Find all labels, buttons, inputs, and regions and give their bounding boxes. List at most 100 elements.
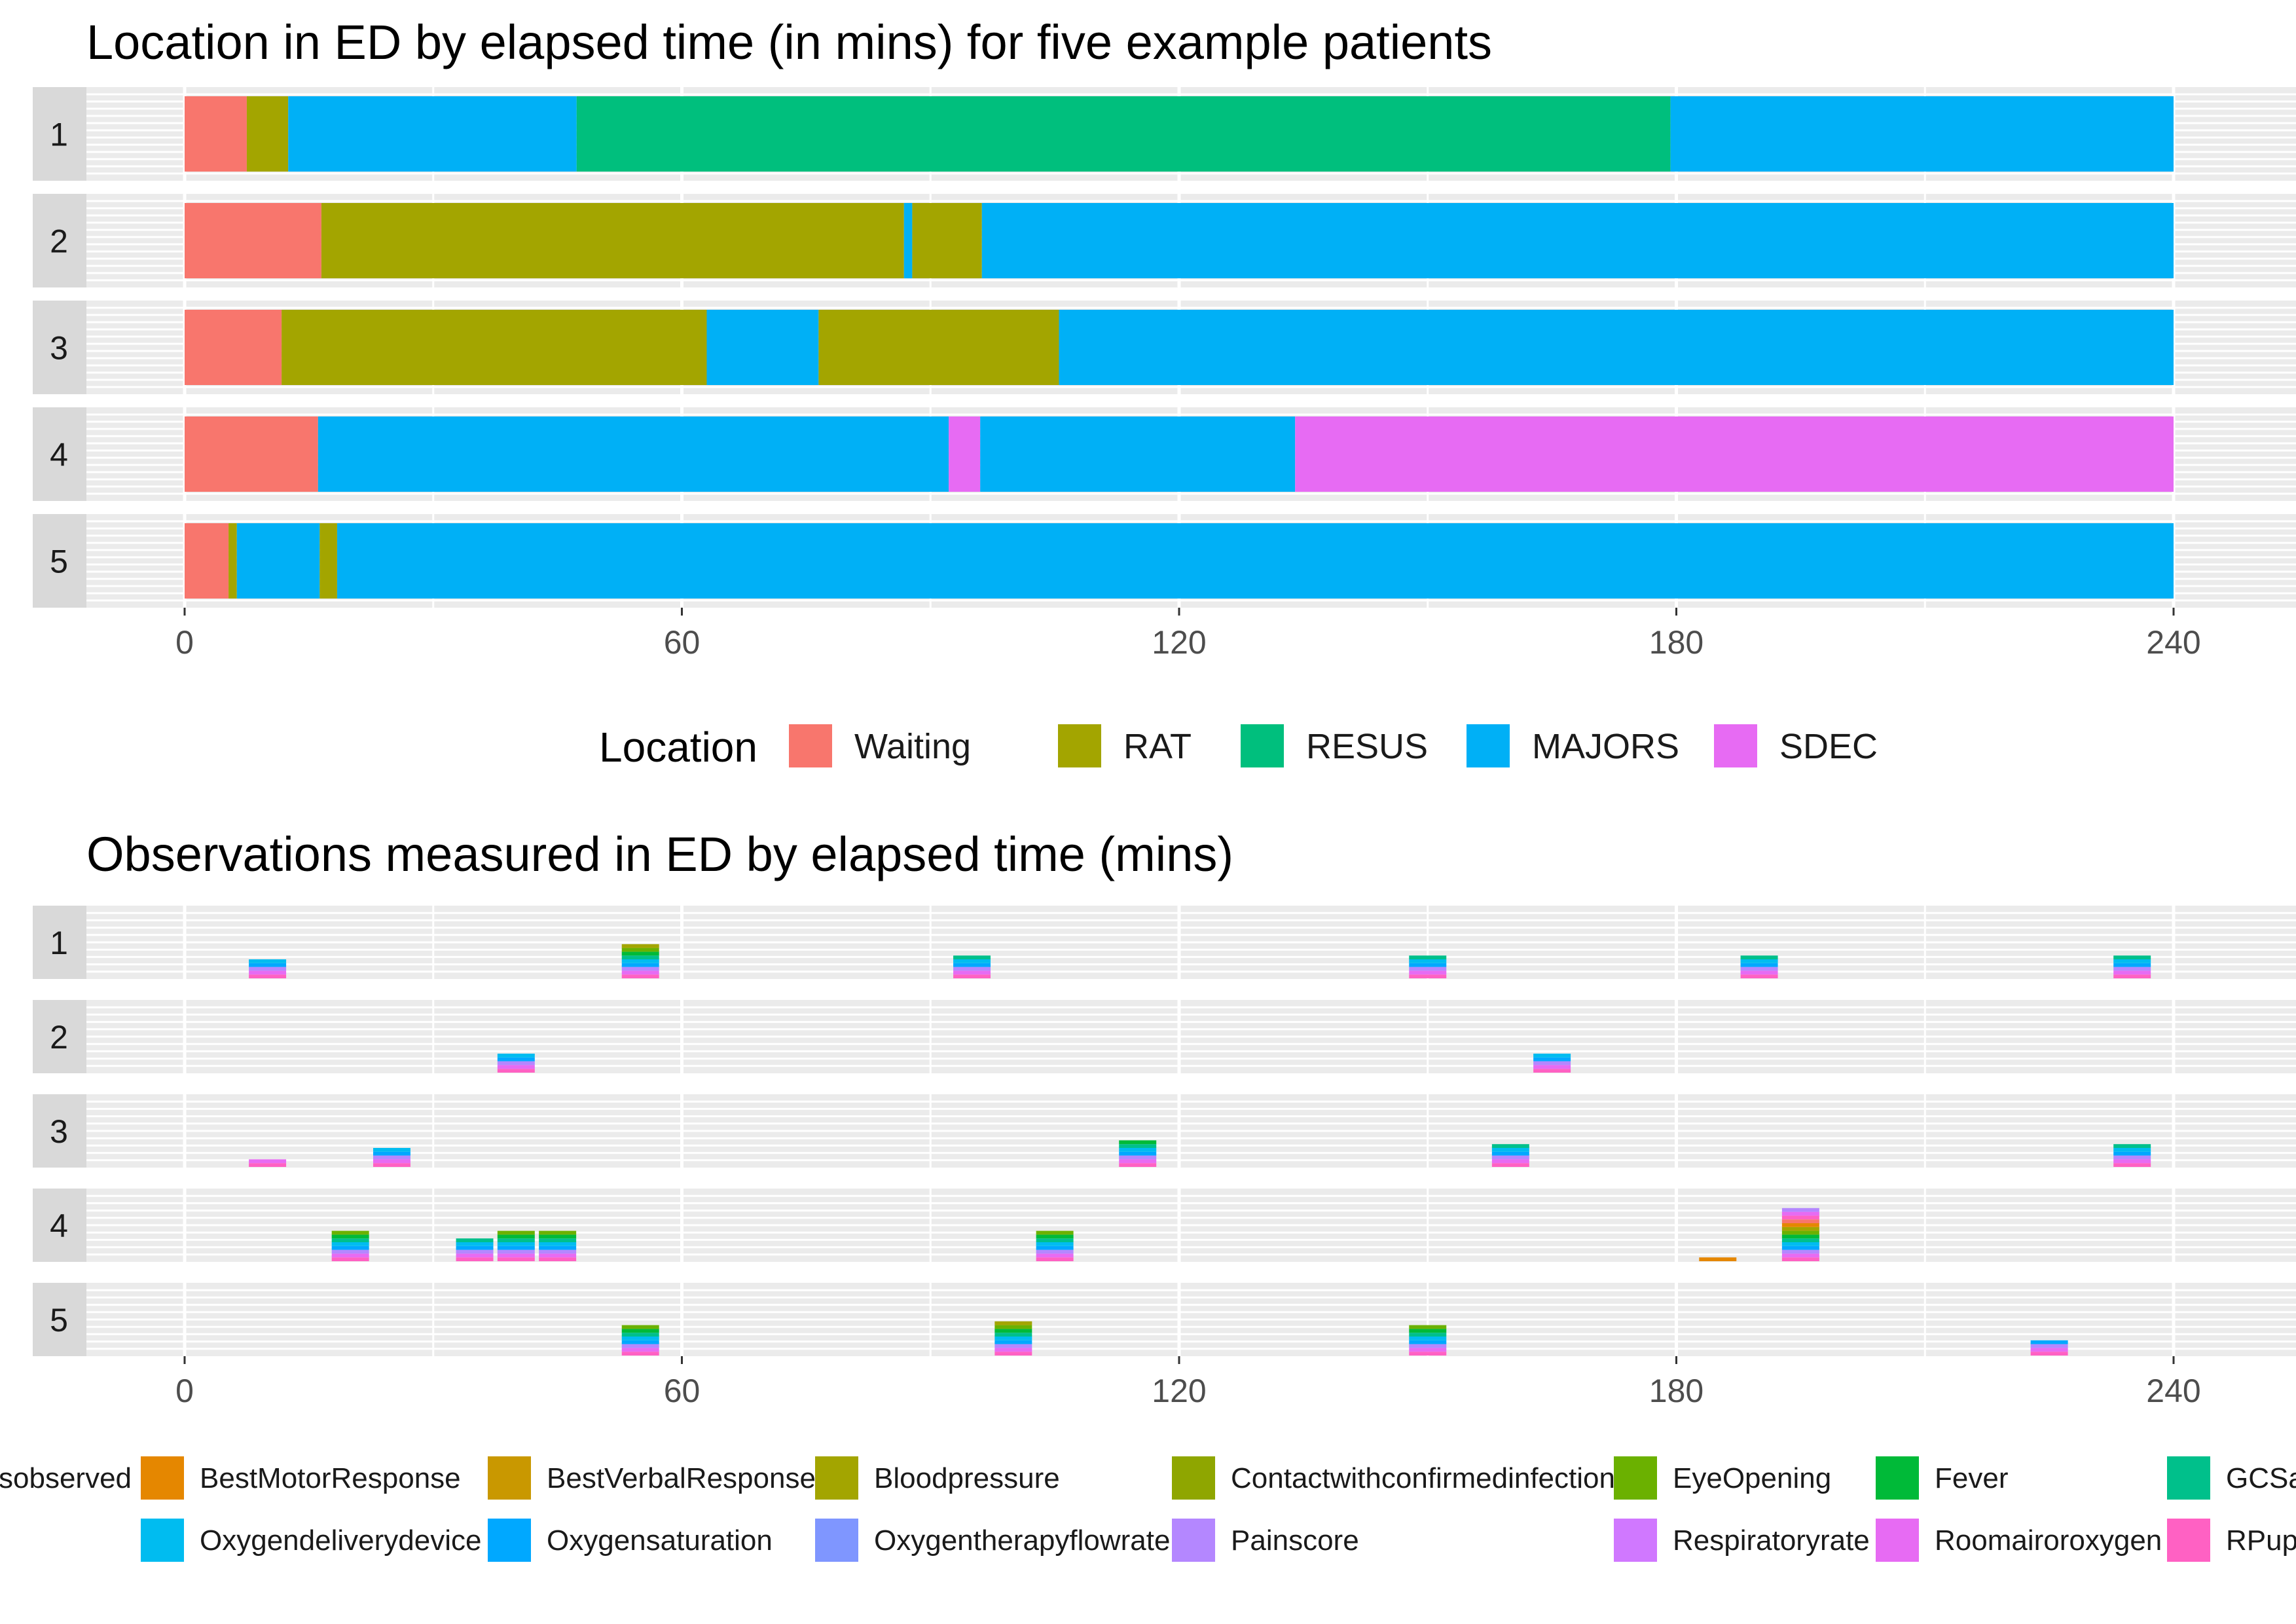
legend-key-resus — [1241, 724, 1284, 767]
top-strip-label-3: 3 — [50, 330, 68, 367]
observation-segment — [1409, 959, 1447, 963]
observation-stack — [2113, 1144, 2151, 1167]
bottom-strip-label-2: 2 — [50, 1019, 68, 1056]
bottom-strip-label-5: 5 — [50, 1302, 68, 1338]
observation-segment — [953, 959, 991, 963]
observation-segment — [1409, 1329, 1447, 1333]
observation-stack — [1699, 1257, 1737, 1261]
location-legend-title: Location — [599, 724, 757, 771]
observation-stack — [1409, 955, 1447, 978]
observation-segment — [456, 1253, 494, 1258]
observation-segment — [539, 1238, 577, 1242]
legend-label-rat: RAT — [1123, 727, 1192, 766]
observation-stack — [249, 1159, 287, 1167]
location-legend: Location Waiting RAT RESUS MAJORS SDEC — [599, 724, 1878, 771]
observation-segment — [994, 1329, 1032, 1333]
observation-segment — [621, 948, 659, 952]
legend-key-bloodpressure — [815, 1456, 858, 1500]
observation-segment — [1036, 1249, 1074, 1254]
observation-stack — [331, 1230, 369, 1261]
observation-segment — [331, 1257, 369, 1261]
observation-segment — [1533, 1054, 1571, 1058]
legend-label-respiratoryrate: Respiratoryrate — [1673, 1524, 1870, 1557]
observation-segment — [994, 1337, 1032, 1340]
legend-label-gcsa: GCSa — [2226, 1462, 2296, 1494]
top-chart-title: Location in ED by elapsed time (in mins)… — [86, 15, 1492, 69]
observation-stack — [456, 1238, 494, 1261]
observation-segment — [1781, 1249, 1819, 1254]
observation-segment — [1119, 1144, 1157, 1148]
observation-segment — [2113, 1148, 2151, 1152]
observation-segment — [456, 1246, 494, 1250]
location-segment-rat — [246, 96, 289, 172]
bottom-strip-3 — [33, 1094, 86, 1168]
legend-label-resus: RESUS — [1306, 727, 1428, 766]
observation-segment — [1781, 1215, 1819, 1220]
location-segment-rat — [321, 203, 904, 278]
observation-segment — [1036, 1234, 1074, 1239]
legend-label-sobserved: sobserved — [0, 1462, 132, 1494]
location-segment-majors — [236, 523, 320, 599]
observation-segment — [539, 1246, 577, 1250]
observation-segment — [1781, 1219, 1819, 1223]
observation-stack — [249, 959, 287, 978]
observation-segment — [497, 1249, 535, 1254]
observation-stack — [497, 1230, 535, 1261]
bottom-panel-3: 3 — [33, 1094, 2296, 1168]
observation-segment — [249, 959, 287, 963]
observation-stack — [373, 1148, 410, 1167]
bottom-tick-label: 240 — [2146, 1373, 2200, 1409]
bottom-panel-4: 4 — [33, 1189, 2296, 1262]
location-segment-waiting — [185, 310, 282, 385]
observation-legend: sobserved BestMotorResponse BestVerbalResp… — [0, 1456, 2296, 1562]
observation-segment — [1781, 1257, 1819, 1261]
top-strip-label-2: 2 — [50, 223, 68, 260]
observation-segment — [2113, 967, 2151, 971]
observation-stack — [1036, 1230, 1074, 1261]
observation-segment — [1119, 1155, 1157, 1160]
observation-segment — [1409, 967, 1447, 971]
observation-segment — [539, 1257, 577, 1261]
top-tick-label: 240 — [2146, 624, 2200, 661]
observation-segment — [539, 1253, 577, 1258]
observation-segment — [331, 1249, 369, 1254]
observation-segment — [497, 1253, 535, 1258]
observation-segment — [331, 1238, 369, 1242]
observation-segment — [249, 963, 287, 967]
observation-segment — [2113, 1155, 2151, 1160]
observation-stack — [621, 1325, 659, 1356]
legend-label-waiting: Waiting — [854, 727, 971, 766]
observation-segment — [2113, 963, 2151, 967]
legend-label-roomairoroxygen: Roomairoroxygen — [1935, 1524, 2162, 1557]
observation-segment — [2113, 974, 2151, 978]
bottom-panel-2: 2 — [33, 1000, 2296, 1073]
observation-segment — [621, 1333, 659, 1337]
legend-key-fever — [1876, 1456, 1919, 1500]
observation-segment — [1119, 1163, 1157, 1167]
legend-label-bloodpressure: Bloodpressure — [874, 1462, 1060, 1494]
top-strip-4 — [33, 407, 86, 501]
legend-label-sdec: SDEC — [1779, 727, 1878, 766]
observation-segment — [1781, 1230, 1819, 1235]
bottom-tick-label: 180 — [1649, 1373, 1704, 1409]
top-tick-label: 120 — [1152, 624, 1206, 661]
legend-label-bestmotorresponse: BestMotorResponse — [200, 1462, 461, 1494]
observation-segment — [1036, 1253, 1074, 1258]
observation-segment — [994, 1344, 1032, 1348]
bottom-strip-label-1: 1 — [50, 925, 68, 961]
observation-segment — [994, 1321, 1032, 1325]
observation-segment — [621, 1344, 659, 1348]
observation-stack — [1119, 1140, 1157, 1167]
observation-segment — [953, 963, 991, 967]
observation-segment — [373, 1159, 410, 1164]
legend-key-sdec — [1714, 724, 1757, 767]
observation-segment — [497, 1234, 535, 1239]
location-segment-waiting — [185, 523, 229, 599]
location-segment-rat — [818, 310, 1059, 385]
observation-segment — [1533, 1057, 1571, 1061]
observation-segment — [456, 1238, 494, 1242]
observation-segment — [2113, 959, 2151, 963]
observation-segment — [1740, 967, 1778, 971]
location-segment-majors — [981, 203, 2174, 278]
observation-segment — [1409, 1325, 1447, 1329]
